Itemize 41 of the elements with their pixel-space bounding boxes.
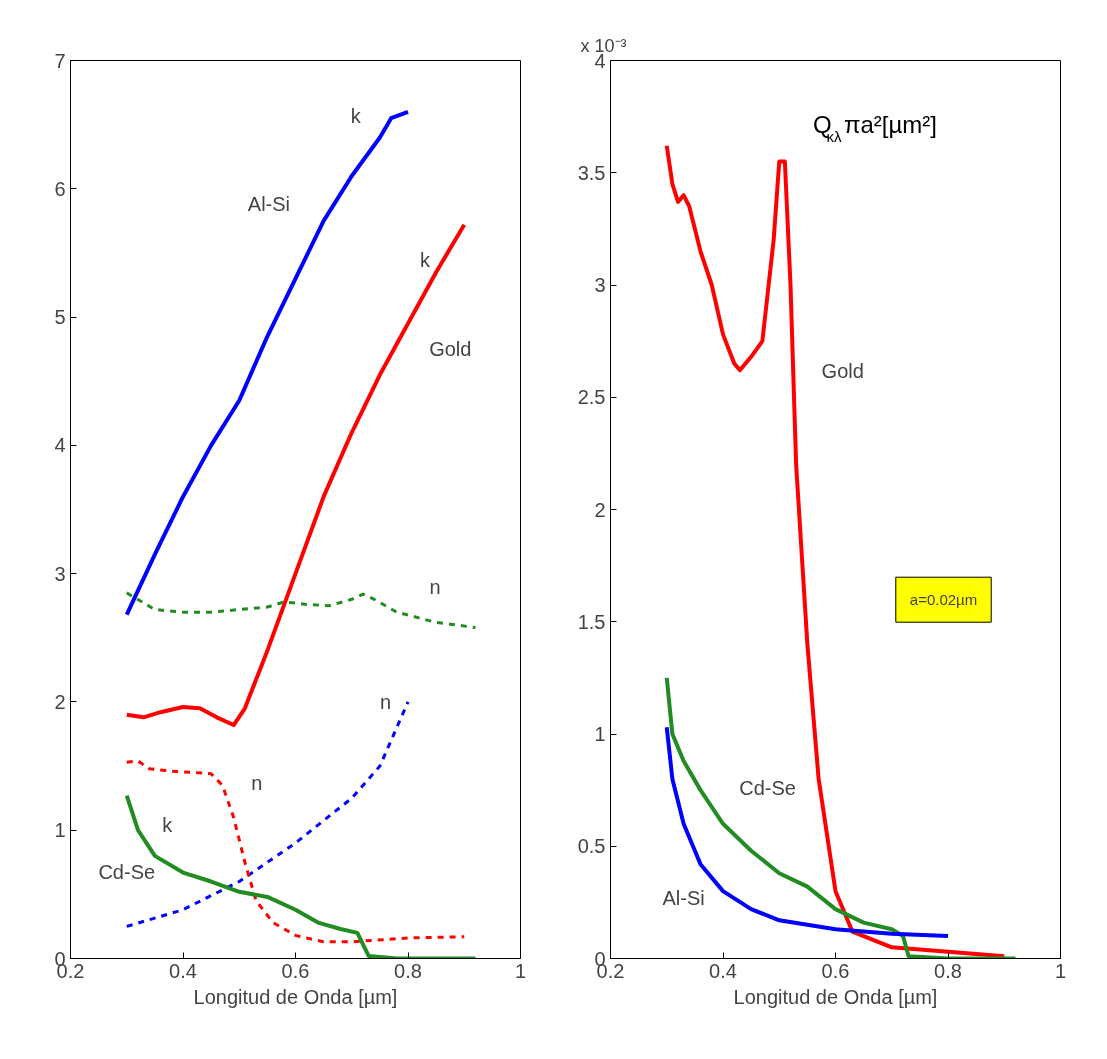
y-tick-label: 2.5 [577, 386, 606, 409]
annotation: k [350, 105, 362, 128]
line-series [124, 109, 410, 617]
y-tick-label: 1.5 [577, 610, 606, 633]
y-tick-label: 3 [54, 562, 66, 585]
x-tick-label: 1 [1054, 959, 1067, 982]
x-tick-label: 0.6 [821, 959, 850, 982]
x-axis-title: Longitud de Onda [µm] [733, 985, 938, 1008]
x-tick-label: 0.8 [394, 959, 422, 982]
y-tick-label: 0.5 [577, 835, 606, 858]
annotation: k [162, 813, 174, 836]
annotation: n [251, 771, 263, 794]
y-tick-label: 4 [54, 434, 66, 457]
y-tick-label: 1 [54, 819, 66, 842]
annotation: Cd-Se [739, 777, 796, 800]
y-tick-label: 5 [54, 306, 66, 329]
y-tick-label: 3.5 [577, 161, 606, 184]
line-series [664, 675, 1018, 959]
y-tick-label: 2 [54, 690, 66, 713]
annotation: Al-Si [247, 193, 291, 216]
annotation: Al-Si [662, 886, 705, 909]
y-tick-label: 3 [594, 274, 606, 296]
line-series [664, 725, 950, 939]
annotation: n [379, 690, 392, 713]
x-tick-label: 0.4 [169, 959, 197, 982]
x-tick-label: 1 [514, 959, 527, 982]
annotation: Cd-Se [98, 861, 156, 884]
x-tick-label: 0.4 [709, 959, 737, 982]
y-tick-label: 1 [594, 723, 606, 745]
line-series [664, 143, 1007, 959]
x-axis-title: Longitud de Onda [µm] [193, 985, 398, 1008]
annotation: n [429, 576, 441, 599]
y-tick-label: 7 [54, 49, 66, 72]
annotation: Gold [821, 359, 864, 382]
y-tick-label: 2 [594, 498, 606, 521]
annotation: a=0.02µm [909, 591, 978, 609]
x-tick-label: 0.8 [934, 959, 962, 982]
annotation: Gold [429, 337, 472, 360]
y-tick-label: 6 [54, 177, 66, 200]
annotation: k [419, 248, 431, 271]
x-tick-label: 0.6 [281, 959, 310, 982]
